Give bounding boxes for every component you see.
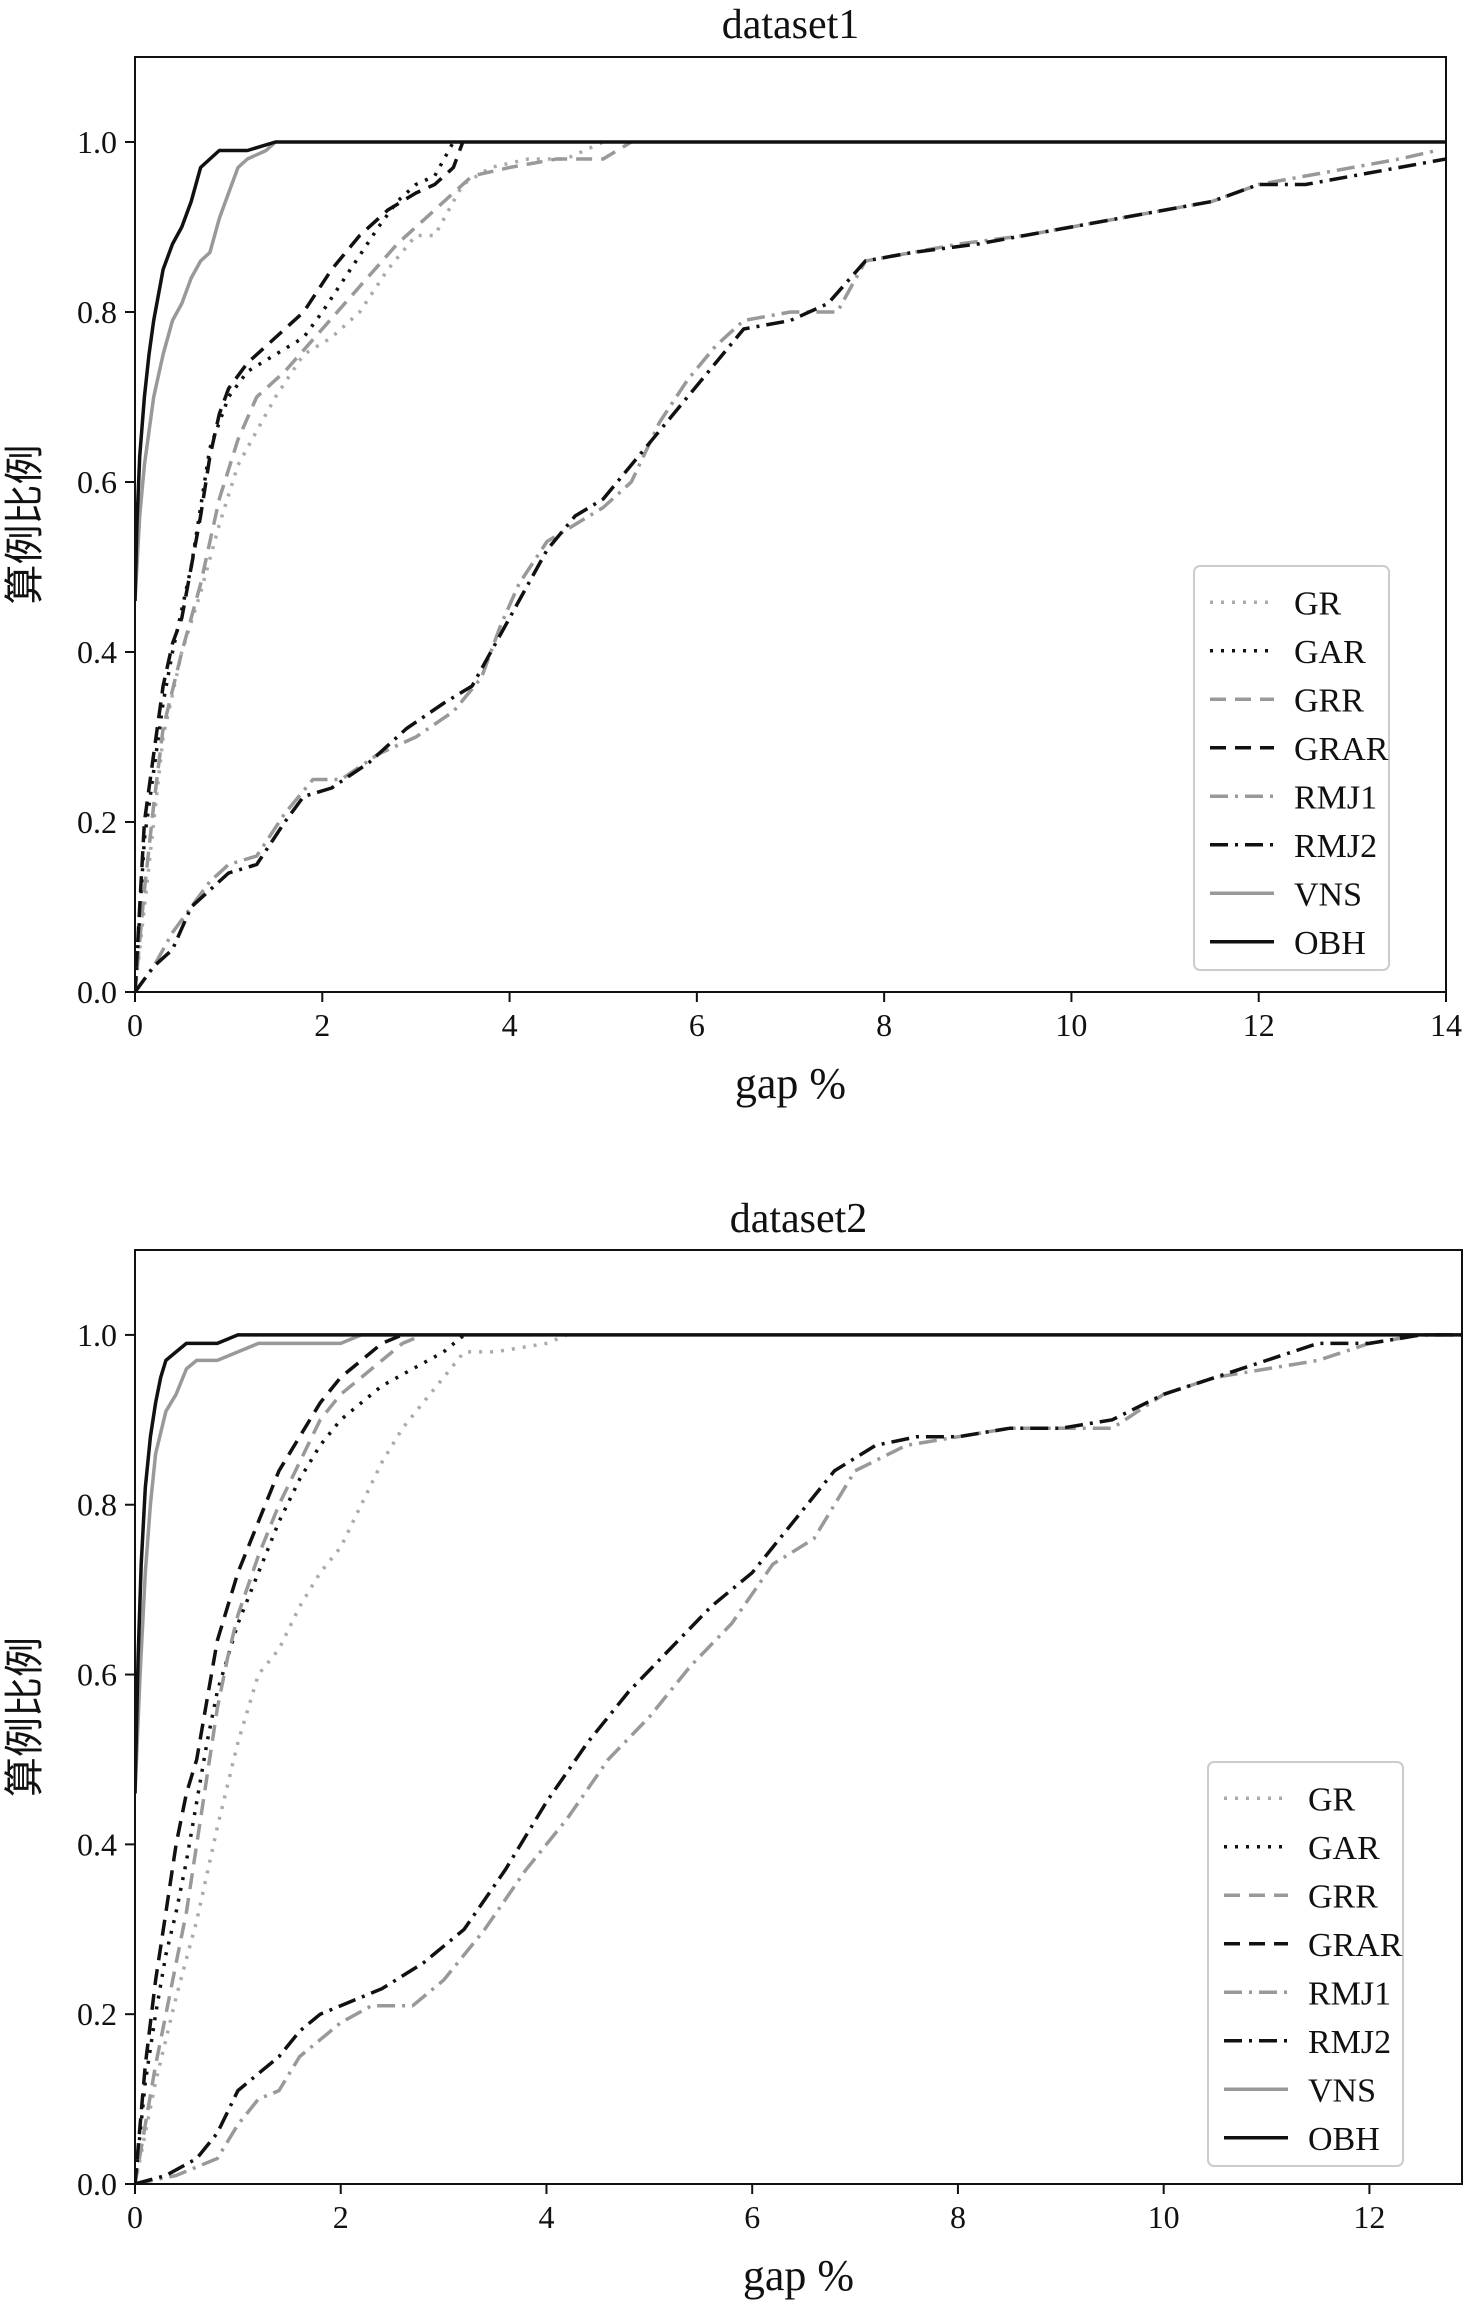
x-tick-label: 10 xyxy=(1055,1007,1087,1043)
x-axis-label: gap % xyxy=(735,1059,846,1108)
series-line-grar xyxy=(135,141,465,992)
series-line-obh xyxy=(135,1333,1462,1794)
x-tick-label: 0 xyxy=(127,2199,143,2235)
legend: GR GAR GRR GRAR RMJ1 RMJ2 VNS OBH xyxy=(1207,1761,1404,2167)
y-tick-label: 0.8 xyxy=(77,294,117,330)
legend-label-vns: VNS xyxy=(1308,2072,1376,2109)
legend-label-gr: GR xyxy=(1308,1781,1356,1818)
legend-label-obh: OBH xyxy=(1308,2121,1380,2158)
x-tick-label: 0 xyxy=(127,1007,143,1043)
x-tick-label: 6 xyxy=(744,2199,760,2235)
legend-label-grar: GRAR xyxy=(1294,731,1389,768)
y-tick-label: 0.6 xyxy=(77,464,117,500)
y-tick-label: 0.0 xyxy=(77,2166,117,2202)
x-axis-label: gap % xyxy=(743,2251,854,2300)
legend-label-grr: GRR xyxy=(1294,682,1364,719)
x-tick-label: 6 xyxy=(689,1007,705,1043)
y-tick-label: 0.2 xyxy=(77,1996,117,2032)
x-tick-label: 12 xyxy=(1243,1007,1275,1043)
series-line-gr xyxy=(135,1333,568,2184)
series-line-obh xyxy=(135,140,1446,602)
legend-label-gr: GR xyxy=(1294,585,1342,622)
x-tick-label: 4 xyxy=(538,2199,554,2235)
chart-title: dataset1 xyxy=(722,2,860,48)
legend-box xyxy=(1207,1761,1404,2167)
x-tick-label: 8 xyxy=(876,1007,892,1043)
x-tick-label: 4 xyxy=(502,1007,518,1043)
plot-frame xyxy=(134,1249,1463,2185)
legend-label-rmj2: RMJ2 xyxy=(1308,2024,1391,2061)
legend-label-obh: OBH xyxy=(1294,925,1366,962)
x-tick-label: 2 xyxy=(314,1007,330,1043)
series-line-grr xyxy=(135,1333,424,2184)
series-line-vns xyxy=(135,140,277,602)
y-tick-label: 0.8 xyxy=(77,1487,117,1523)
legend: GR GAR GRR GRAR RMJ1 RMJ2 VNS OBH xyxy=(1193,565,1390,971)
series-line-grar xyxy=(135,1333,404,2184)
chart-dataset2: dataset2 0 2 4 6 8 10 12 0.0 0.2 0.4 0.6 0.8 1.0 gap … xyxy=(2,1196,1463,2300)
y-tick-label: 1.0 xyxy=(77,124,117,160)
series-line-rmj2 xyxy=(135,157,1446,992)
x-tick-label: 8 xyxy=(950,2199,966,2235)
y-tick-label: 0.4 xyxy=(77,1826,117,1862)
series-group xyxy=(135,1333,1462,2184)
legend-box xyxy=(1193,565,1390,971)
x-tick-label: 14 xyxy=(1430,1007,1462,1043)
series-group xyxy=(135,140,1446,992)
y-axis-label: 算例比例 xyxy=(2,445,47,605)
legend-label-gar: GAR xyxy=(1308,1830,1380,1867)
y-tick-label: 0.0 xyxy=(77,974,117,1010)
y-axis-label: 算例比例 xyxy=(2,1637,47,1797)
series-line-vns xyxy=(135,1333,393,1794)
y-tick-label: 1.0 xyxy=(77,1317,117,1353)
plot-frame xyxy=(134,56,1447,993)
chart-dataset1: dataset1 0 2 4 6 8 10 12 14 0.0 0.2 0.4 0.6 0.8 1.0 ga… xyxy=(2,2,1462,1108)
series-line-rmj2 xyxy=(135,1333,1462,2184)
legend-label-vns: VNS xyxy=(1294,876,1362,913)
legend-label-rmj2: RMJ2 xyxy=(1294,828,1377,865)
chart-title: dataset2 xyxy=(730,1196,868,1242)
x-tick-label: 12 xyxy=(1353,2199,1385,2235)
series-line-gar xyxy=(135,141,455,992)
series-line-grr xyxy=(135,140,633,992)
x-tick-label: 10 xyxy=(1148,2199,1180,2235)
legend-label-gar: GAR xyxy=(1294,634,1366,671)
x-tick-label: 2 xyxy=(333,2199,349,2235)
legend-label-rmj1: RMJ1 xyxy=(1308,1975,1391,2012)
y-tick-label: 0.4 xyxy=(77,634,117,670)
y-tick-label: 0.6 xyxy=(77,1657,117,1693)
legend-label-grar: GRAR xyxy=(1308,1927,1403,1964)
legend-label-grr: GRR xyxy=(1308,1878,1378,1915)
legend-label-rmj1: RMJ1 xyxy=(1294,779,1377,816)
y-tick-label: 0.2 xyxy=(77,804,117,840)
